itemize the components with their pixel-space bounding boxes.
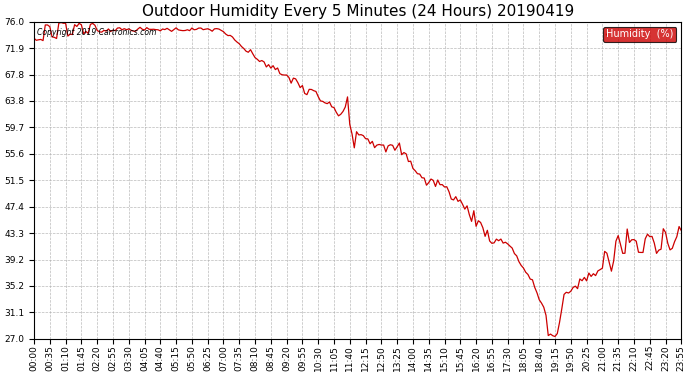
Title: Outdoor Humidity Every 5 Minutes (24 Hours) 20190419: Outdoor Humidity Every 5 Minutes (24 Hou… xyxy=(141,4,574,19)
Legend: Humidity  (%): Humidity (%) xyxy=(603,27,676,42)
Text: Copyright 2019 Cartronics.com: Copyright 2019 Cartronics.com xyxy=(37,28,157,37)
